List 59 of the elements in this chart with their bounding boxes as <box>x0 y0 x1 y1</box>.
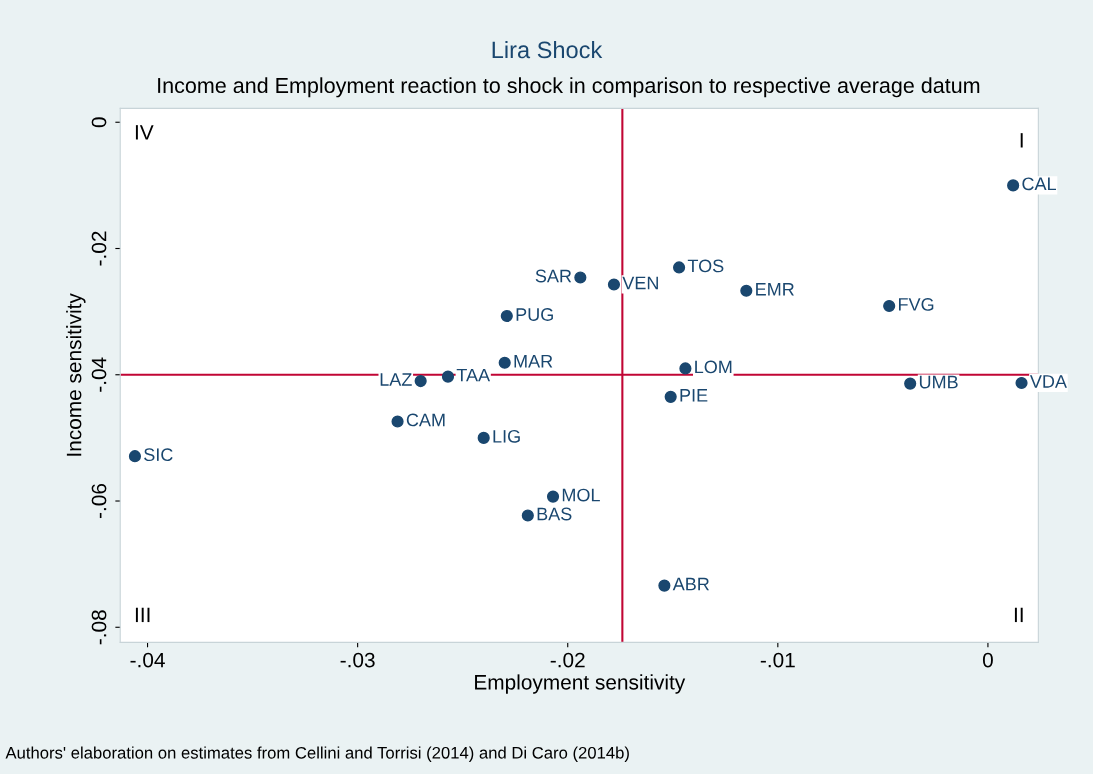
point <box>679 362 692 375</box>
point <box>128 450 142 463</box>
x-tick-label: -.03 <box>340 652 375 668</box>
y-axis-title: Income sensitivity <box>66 293 86 456</box>
series-label: FVG <box>899 298 934 311</box>
annotation: I <box>1020 133 1023 148</box>
series-label: CAM <box>406 413 445 427</box>
series-label: TOS <box>687 259 724 273</box>
chart-title: Lira Shock <box>492 40 603 59</box>
series-label: TAA <box>456 368 491 382</box>
y-tick-label: -.04 <box>91 357 107 392</box>
point <box>740 284 753 297</box>
series-label: LIG <box>493 429 520 443</box>
x-tick-label: 0 <box>982 652 993 668</box>
series-label: MOL <box>562 488 600 502</box>
series-label: LAZ <box>380 373 412 386</box>
text: Authors' elaboration on estimates from Cellini and Torrisi (2014) and Di Caro (2014b) <box>5 746 629 762</box>
chart-subtitle: Income and Employment reaction to shock in comparison to respective average datum <box>158 77 980 98</box>
point <box>441 370 455 383</box>
point <box>414 374 427 388</box>
annotation: II <box>1014 607 1023 623</box>
annotation: III <box>135 607 150 623</box>
annotation: IV <box>135 125 154 140</box>
x-axis-title: Employment sensitivity <box>475 674 686 694</box>
point <box>546 490 560 503</box>
point <box>574 271 587 284</box>
point <box>1007 179 1020 192</box>
series-label: ABR <box>672 577 709 591</box>
series-label: EMR <box>756 283 794 296</box>
point <box>1015 376 1028 390</box>
series-label: MAR <box>514 355 553 368</box>
series-label: VEN <box>622 276 658 290</box>
y-tick-label: -.08 <box>91 610 107 645</box>
series-label: SAR <box>535 269 572 283</box>
point <box>500 309 513 323</box>
x-tick-label: -.02 <box>550 652 585 668</box>
series-label: PUG <box>516 308 553 321</box>
point <box>607 278 621 291</box>
point <box>664 390 677 403</box>
point <box>673 261 686 274</box>
y-tick-label: -.02 <box>91 231 107 266</box>
x-tick-label: -.01 <box>760 652 795 668</box>
point <box>521 509 534 522</box>
point <box>658 579 671 592</box>
series-label: LOM <box>695 360 732 374</box>
point <box>498 356 511 369</box>
y-tick-label: 0 <box>91 117 107 128</box>
point <box>477 431 490 444</box>
series-label: VDA <box>1029 375 1067 388</box>
series-label: CAL <box>1022 177 1056 191</box>
point <box>904 377 917 390</box>
series-label: SIC <box>144 448 173 462</box>
x-tick-label: -.04 <box>130 652 165 668</box>
point <box>391 415 404 428</box>
y-tick-label: -.06 <box>91 483 107 519</box>
series-label: UMB <box>919 375 958 389</box>
series-label: PIE <box>680 389 708 402</box>
point <box>883 299 896 313</box>
series-label: BAS <box>537 507 572 521</box>
